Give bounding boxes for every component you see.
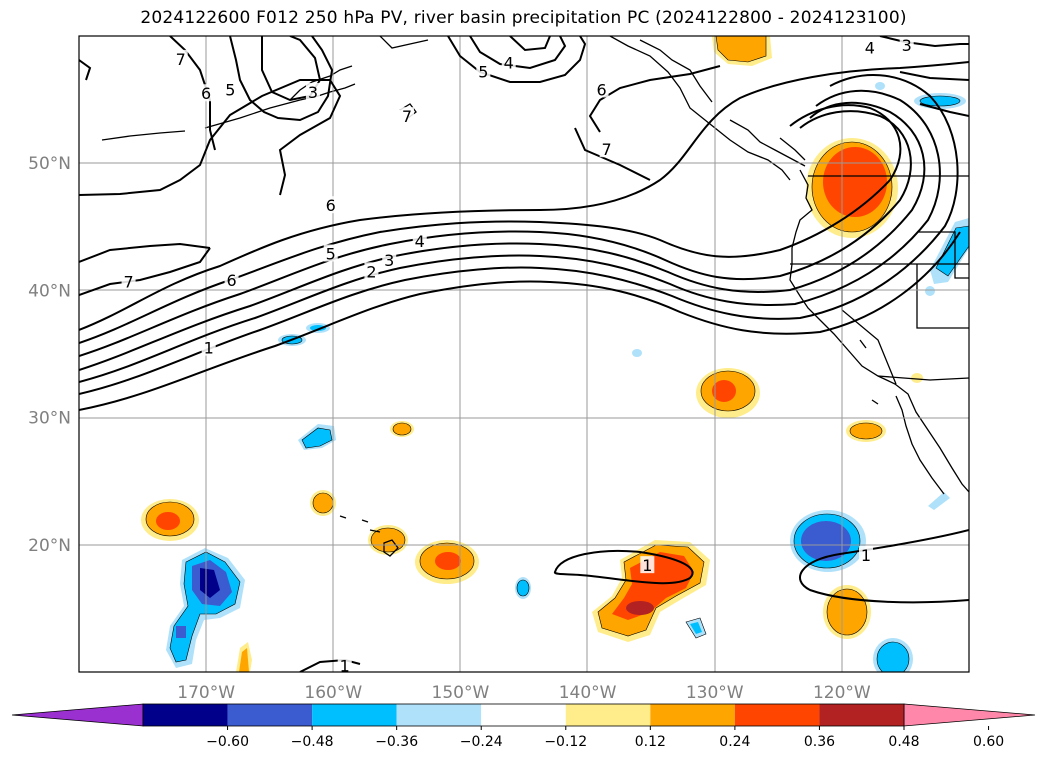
contour-label-bg bbox=[364, 262, 379, 280]
contour-label-bg bbox=[640, 556, 655, 574]
contour-label-bg bbox=[223, 80, 238, 98]
contour-label: 6 bbox=[201, 84, 211, 103]
colorbar-tick-label: 0.12 bbox=[635, 734, 666, 750]
colorbar-segment bbox=[819, 704, 904, 726]
contour-label-bg bbox=[476, 62, 491, 80]
contour-label-bg bbox=[201, 338, 216, 356]
contour-label: 1 bbox=[861, 546, 871, 565]
contour-label: 1 bbox=[340, 657, 350, 676]
contour-label-bg bbox=[337, 656, 352, 672]
contour-label-bg bbox=[501, 53, 516, 71]
lon-tick-label: 130°W bbox=[686, 683, 744, 703]
contour-label-bg bbox=[173, 49, 188, 67]
contour-label: 1 bbox=[204, 339, 214, 358]
contour-label-bg bbox=[224, 271, 239, 289]
colorbar-tick-label: −0.36 bbox=[375, 734, 418, 750]
colorbar-tick-label: −0.12 bbox=[544, 734, 587, 750]
contour-label-bg bbox=[323, 244, 338, 262]
precip-negative-anomalies bbox=[166, 82, 969, 672]
colorbar-segment bbox=[481, 704, 566, 726]
latitude-labels: 50°N 40°N 30°N 20°N bbox=[28, 154, 71, 556]
colorbar-segment bbox=[650, 704, 735, 726]
contour-label: 3 bbox=[902, 36, 912, 55]
colorbar-tick-label: −0.60 bbox=[206, 734, 249, 750]
lon-tick-label: 160°W bbox=[304, 683, 362, 703]
contour-label-bg bbox=[862, 38, 877, 56]
contour-label-bg bbox=[323, 196, 338, 214]
lat-tick-label: 40°N bbox=[28, 281, 71, 301]
contour-label: 4 bbox=[415, 232, 425, 251]
lat-tick-label: 50°N bbox=[28, 154, 71, 174]
contour-label: 5 bbox=[225, 80, 235, 99]
pv-contours bbox=[79, 36, 969, 672]
contour-label: 7 bbox=[402, 107, 412, 126]
map-title: 2024122600 F012 250 hPa PV, river basin … bbox=[140, 8, 907, 28]
precip-positive-anomalies bbox=[141, 36, 923, 672]
colorbar-tick-label: 0.60 bbox=[973, 734, 1004, 750]
contour-label: 5 bbox=[478, 63, 488, 82]
contour-label: 7 bbox=[123, 272, 133, 291]
lat-tick-label: 30°N bbox=[28, 409, 71, 429]
contour-label-bg bbox=[859, 545, 874, 563]
colorbar-segment bbox=[312, 704, 397, 726]
map-frame bbox=[78, 35, 970, 673]
contour-label: 7 bbox=[602, 140, 612, 159]
contour-label: 3 bbox=[384, 251, 394, 270]
contour-label: 5 bbox=[326, 245, 336, 264]
lon-tick-label: 150°W bbox=[432, 683, 490, 703]
colorbar-segment bbox=[396, 704, 482, 726]
lon-tick-label: 140°W bbox=[559, 683, 617, 703]
lon-tick-label: 170°W bbox=[177, 683, 235, 703]
colorbar-tick-label: 0.24 bbox=[719, 734, 750, 750]
contour-label: 1 bbox=[642, 556, 652, 575]
contour-label: 6 bbox=[596, 80, 606, 99]
colorbar-tick-label: 0.36 bbox=[804, 734, 835, 750]
colorbar-extend-max bbox=[903, 703, 1036, 727]
colorbar-tick-label: −0.24 bbox=[460, 734, 503, 750]
colorbar-segment bbox=[227, 704, 313, 726]
longitude-labels: 170°W 160°W 150°W 140°W 130°W 120°W bbox=[177, 683, 871, 703]
contour-label-bg bbox=[400, 107, 415, 125]
lat-tick-label: 20°N bbox=[28, 536, 71, 556]
contour-label: 4 bbox=[865, 38, 875, 57]
colorbar-tick-label: −0.48 bbox=[291, 734, 334, 750]
colorbar-segment bbox=[143, 704, 228, 726]
contour-label: 4 bbox=[504, 54, 514, 73]
contour-label: 2 bbox=[366, 262, 376, 281]
contour-label-bg bbox=[599, 140, 614, 158]
colorbar: −0.60 −0.48 −0.36 −0.24 −0.12 0.12 0.24 0.36 0.4… bbox=[11, 703, 1036, 750]
lon-tick-label: 120°W bbox=[813, 683, 871, 703]
contour-label-bg bbox=[121, 272, 136, 290]
colorbar-segment bbox=[734, 704, 820, 726]
contour-label: 3 bbox=[308, 83, 318, 102]
contour-label: 6 bbox=[326, 196, 336, 215]
colorbar-frame bbox=[142, 703, 905, 727]
colorbar-extend-min bbox=[11, 703, 144, 727]
contour-label-bg bbox=[899, 36, 914, 53]
colorbar-segment bbox=[565, 704, 651, 726]
colorbar-tick-label: 0.48 bbox=[888, 734, 919, 750]
contour-label-bg bbox=[594, 80, 609, 98]
contour-label: 7 bbox=[176, 50, 186, 69]
contour-label-bg bbox=[199, 84, 214, 102]
contour-label: 6 bbox=[226, 271, 236, 290]
contour-label-bg bbox=[382, 250, 397, 268]
contour-label-bg bbox=[412, 231, 427, 249]
contour-label-bg bbox=[305, 82, 320, 100]
